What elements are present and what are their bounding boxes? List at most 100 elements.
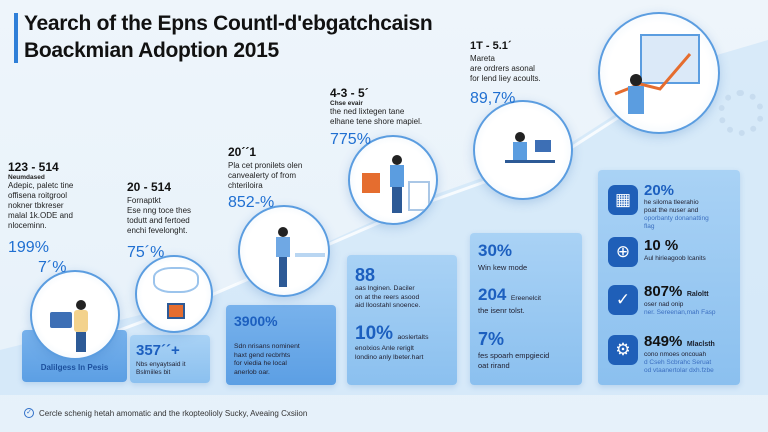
column-3: 3900% Sdn nrisans nominent haxt gend rec… <box>226 305 336 385</box>
timeline-block-2: 20 - 514 Fornaptkt Ese nng toce thes tod… <box>127 180 191 262</box>
column-2: 357´´+ Nbs enyaytsaid it Bslmiiles bit <box>130 335 210 383</box>
title-line-2: Boackmian Adoption 2015 <box>24 39 279 62</box>
illustration-laptop-user <box>473 100 573 200</box>
column-4-desc: aid lloostahl snoence. <box>355 302 421 309</box>
column-6-desc: od vtaanertolar dxh.fzbe <box>644 367 714 374</box>
column-6-suffix: Mlaclsth <box>686 341 715 348</box>
column-4-value-1: 88 <box>355 265 376 285</box>
column-5-desc: fes spoarh empgiecid <box>478 351 550 360</box>
column-2-value: 357´´+ <box>136 342 180 359</box>
timeline-year: 20 - 514 <box>127 180 172 194</box>
timeline-desc: enchi fevelonght. <box>127 226 188 235</box>
column-4-desc: enolxios Anle reriglt <box>355 345 414 352</box>
title-accent-bar <box>14 13 18 63</box>
timeline-subtitle: Neumdased <box>8 174 45 181</box>
timeline-block-1: 123 - 514 Neumdased Adepic, paletc tine … <box>8 160 73 277</box>
column-2-desc: Nbs enyaytsaid it <box>136 361 186 368</box>
timeline-desc: Pla cet pronilets olen <box>228 161 303 170</box>
column-5-value-2: 204 <box>478 285 507 304</box>
column-6-value: 10 % <box>644 237 679 254</box>
timeline-year: 123 - 514 <box>8 160 59 174</box>
timeline-year: 1T - 5.1´ <box>470 40 512 52</box>
timeline-percent: 199% <box>8 239 49 256</box>
footer-text: Cercle schenig hetah amomatic and the rk… <box>39 408 308 418</box>
column-6-desc: flag <box>644 223 655 230</box>
column-6-suffix: Raloltt <box>686 291 709 298</box>
page-title: Yearch of the Epns Countl-d'ebgatchcaisn… <box>24 10 433 64</box>
illustration-woman-office <box>238 205 330 297</box>
timeline-percent: 7´% <box>38 259 67 276</box>
timeline-desc: the ned lixtegen tane <box>330 107 405 116</box>
column-3-value: 3900% <box>234 313 278 329</box>
column-4-value-2: 10% <box>355 323 394 344</box>
timeline-percent: 775% <box>330 131 371 148</box>
illustration-dashboard-growth <box>598 12 720 134</box>
check-icon: ✓ <box>608 285 638 315</box>
gear-decoration-icon <box>718 90 764 136</box>
timeline-year: 20´´1 <box>228 145 257 159</box>
column-6-desc: Aul hirieagoob lcanits <box>644 255 706 262</box>
timeline-desc: nokner tbkreser <box>8 201 64 210</box>
column-2-desc: Bslmiiles bit <box>136 369 171 376</box>
column-6-desc: he siloma tleerahio <box>644 199 699 206</box>
building-icon: ▦ <box>608 185 638 215</box>
timeline-block-5: 1T - 5.1´ Mareta are ordrers asonal for … <box>470 40 541 108</box>
column-6: ▦ 20% he siloma tleerahio poat the nuser … <box>598 170 740 385</box>
column-6-value: 849% <box>644 333 683 350</box>
timeline-desc: Ese nng toce thes <box>127 206 192 215</box>
column-3-desc: haxt gend recbrhts <box>234 351 291 359</box>
footer-note: ✓ Cercle schenig hetah amomatic and the … <box>24 408 307 418</box>
column-5: 30% Win kew mode 204 Ereenelcit the isen… <box>470 233 582 385</box>
timeline-percent: 75´% <box>127 244 165 261</box>
timeline-year: 4-3 - 5´ <box>330 86 369 100</box>
check-circle-icon: ✓ <box>24 408 34 418</box>
column-4-desc: londino anly lbeter.hart <box>355 353 424 361</box>
column-6-desc: oser nad onip <box>644 301 684 308</box>
column-5-desc: Win kew mode <box>478 263 528 272</box>
column-4-desc: on at the reers asood <box>355 293 420 301</box>
column-5-value-3: 7% <box>478 329 505 349</box>
timeline-percent: 89,7% <box>470 90 516 107</box>
column-3-desc: for viedia he local <box>234 360 287 367</box>
column-4-value-2-suffix: aoslertalts <box>397 334 429 341</box>
timeline-desc: elhane tene shore mapiel. <box>330 117 423 126</box>
illustration-network <box>135 255 213 333</box>
trend-arrow-icon <box>614 53 692 96</box>
gear-icon: ⚙ <box>608 335 638 365</box>
timeline-subtitle: Fornaptkt <box>127 196 161 205</box>
column-4-desc: aas lnginen. Daciler <box>355 285 415 292</box>
timeline-desc: chteriloira <box>228 181 263 190</box>
timeline-desc: are ordrers asonal <box>470 64 535 73</box>
timeline-subtitle: Chse evair <box>330 100 363 107</box>
column-5-value-2-suffix: Ereenelcit <box>510 295 542 302</box>
column-4: 88 aas lnginen. Daciler on at the reers … <box>347 255 457 385</box>
illustration-engineer <box>348 135 438 225</box>
column-6-desc: poat the nuser and <box>644 207 699 214</box>
timeline-desc: todutt and fertoed <box>127 216 190 225</box>
column-3-desc: anerlob oar. <box>234 368 270 376</box>
title-line-1: Yearch of the Epns Countl-d'ebgatchcaisn <box>24 12 433 35</box>
timeline-desc: offisena roitgrool <box>8 191 67 200</box>
timeline-desc: Adepic, paletc tine <box>8 181 74 190</box>
timeline-desc: for lend liey acoults. <box>470 74 541 83</box>
timeline-desc: nloceminn. <box>8 221 47 230</box>
timeline-subtitle: Mareta <box>470 54 495 63</box>
column-5-value-1: 30% <box>478 241 513 260</box>
column-3-desc: Sdn nrisans nominent <box>234 343 300 350</box>
column-6-desc: ner. Sereenan,mah Fasp <box>644 309 716 316</box>
illustration-person-at-desk <box>30 270 120 360</box>
timeline-percent: 852-% <box>228 194 275 211</box>
column-5-desc: oat rirand <box>478 360 510 370</box>
column-1-label: Dalilgess In Pesis <box>40 363 109 372</box>
column-6-value: 20% <box>644 182 675 199</box>
column-6-desc: oporbanty donanatting <box>644 215 709 222</box>
column-6-desc: d Cseh Scbrahc Seruat <box>644 359 712 366</box>
timeline-desc: malal 1k.ODE and <box>8 211 73 220</box>
timeline-block-3: 20´´1 Pla cet pronilets olen canvealerty… <box>228 145 302 212</box>
column-6-desc: cono nmoes oncouah <box>644 351 707 358</box>
globe-icon: ⊕ <box>608 237 638 267</box>
timeline-desc: canvealerty of from <box>228 171 297 180</box>
timeline-block-4: 4-3 - 5´ Chse evair the ned lixtegen tan… <box>330 86 422 149</box>
column-6-value: 807% <box>644 283 683 300</box>
column-5-desc: the isenr tolst. <box>478 306 525 315</box>
